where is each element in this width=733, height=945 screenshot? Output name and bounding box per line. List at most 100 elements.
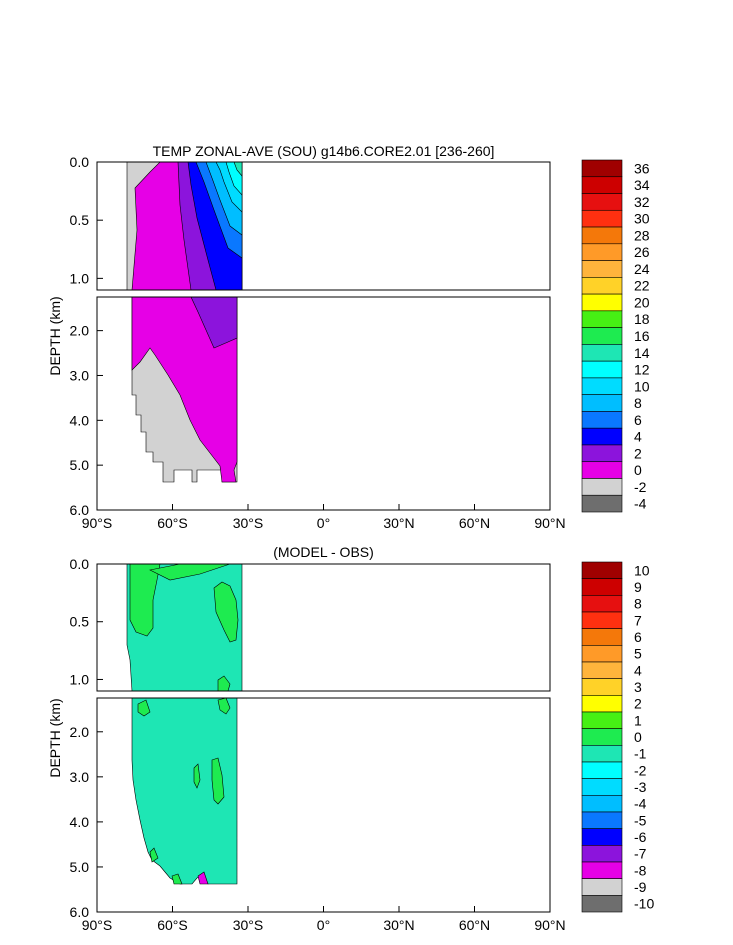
colorbar-swatch (581, 811, 623, 829)
colorbar-label: -4 (634, 496, 647, 512)
contour-region-10 (149, 847, 159, 863)
colorbar-swatch (581, 728, 623, 746)
colorbar-label: 0 (634, 462, 642, 478)
x-tick-label: 90°N (534, 917, 565, 933)
x-tick-label: 0° (317, 917, 330, 933)
colorbar-swatch (581, 494, 623, 513)
colorbar-label: 2 (634, 696, 642, 712)
panel-difference: (MODEL - OBS) 90°S 60°S 30°S 0° 30°N 60°N 90°N 0… (47, 544, 654, 933)
x-tick-label: 60°N (459, 515, 490, 531)
colorbar-label: -3 (634, 779, 647, 795)
colorbar-label: -8 (634, 862, 647, 878)
colorbar-swatch (581, 711, 623, 729)
colorbar-swatch (581, 461, 623, 479)
colorbar-label: 26 (634, 244, 650, 260)
colorbar-label: 6 (634, 412, 642, 428)
contour-region-6 (137, 699, 151, 717)
colorbar-swatch (581, 176, 623, 194)
colorbar-swatch (581, 226, 623, 245)
panel-temperature: TEMP ZONAL-AVE (SOU) g14b6.CORE2.01 [236… (47, 143, 650, 531)
colorbar-swatch (581, 377, 623, 395)
chart-title: TEMP ZONAL-AVE (SOU) g14b6.CORE2.01 [236… (153, 143, 495, 159)
x-tick-label: 90°N (534, 515, 565, 531)
colorbar-label: 4 (634, 429, 642, 445)
colorbar-swatch (581, 645, 623, 663)
y-tick-label: 0.5 (70, 212, 90, 228)
upper-plot-frame (96, 161, 551, 291)
colorbar-label: 32 (634, 194, 650, 210)
contour-region-10 (131, 296, 238, 483)
colorbar-swatch (581, 761, 623, 779)
colorbar-label: -6 (634, 829, 647, 845)
contour-region-2 (149, 563, 231, 581)
colorbar-label: 8 (634, 596, 642, 612)
colorbar-label: 3 (634, 679, 642, 695)
colorbar-swatch (581, 795, 623, 813)
x-tick-label: 30°S (233, 515, 264, 531)
colorbar-label: 7 (634, 612, 642, 628)
colorbar-label: -10 (634, 896, 654, 912)
colorbar-label: 30 (634, 211, 650, 227)
y-tick-label: 2.0 (70, 724, 90, 740)
contour-region-11 (190, 296, 238, 349)
colorbar-label: 28 (634, 227, 650, 243)
colorbar-swatch (581, 327, 623, 345)
colorbar-swatch (581, 778, 623, 796)
colorbar-label: -1 (634, 746, 647, 762)
colorbar-label: -9 (634, 879, 647, 895)
colorbar-swatch (581, 310, 623, 328)
colorbar-label: 34 (634, 177, 650, 193)
colorbar-swatch (581, 695, 623, 713)
colorbar-label: 18 (634, 311, 650, 327)
colorbar-swatch (581, 845, 623, 863)
colorbar-swatch (581, 411, 623, 429)
y-tick-label: 5.0 (70, 457, 90, 473)
contour-region-4 (217, 675, 231, 692)
contour-region-3 (213, 581, 239, 643)
colorbar-swatch (581, 561, 623, 579)
y-tick-label: 2.0 (70, 323, 90, 339)
colorbar-swatch (581, 895, 623, 913)
colorbar-label: 24 (634, 261, 650, 277)
colorbar-label: -7 (634, 846, 647, 862)
colorbar-label: 1 (634, 712, 642, 728)
colorbar-swatch (581, 344, 623, 362)
colorbar-swatch (581, 878, 623, 896)
colorbar-label: 14 (634, 345, 650, 361)
colorbar-label: 10 (634, 378, 650, 394)
colorbar-swatch (581, 478, 623, 496)
colorbar-label: 10 (634, 562, 650, 578)
y-tick-label: 4.0 (70, 412, 90, 428)
colorbar-label: -2 (634, 479, 647, 495)
colorbar-label: 0 (634, 729, 642, 745)
colorbar-swatch (581, 277, 623, 295)
y-tick-label: 3.0 (70, 367, 90, 383)
colorbar-swatch (581, 260, 623, 278)
colorbar-label: 6 (634, 629, 642, 645)
y-tick-label: 6.0 (70, 502, 90, 518)
colorbar-label: -5 (634, 812, 647, 828)
x-tick-label: 90°S (82, 515, 113, 531)
y-tick-label: 0.0 (70, 556, 90, 572)
y-tick-label: 0.5 (70, 614, 90, 630)
x-tick-label: 90°S (82, 917, 113, 933)
y-tick-label: 4.0 (70, 814, 90, 830)
colorbar-swatch (581, 159, 623, 178)
y-tick-label: 1.0 (70, 671, 90, 687)
colorbar-swatch (581, 444, 623, 463)
colorbar-label: 5 (634, 646, 642, 662)
colorbar-label: -2 (634, 762, 647, 778)
colorbar-label: 9 (634, 579, 642, 595)
colorbar-label: 22 (634, 278, 650, 294)
y-tick-label: 5.0 (70, 859, 90, 875)
x-tick-label: 0° (317, 515, 330, 531)
colorbar-swatch (581, 209, 623, 228)
colorbar-label: 4 (634, 662, 642, 678)
colorbar-swatch (581, 193, 623, 211)
colorbar-swatch (581, 293, 623, 312)
colorbar-swatch (581, 243, 623, 261)
colorbar-swatch (581, 828, 623, 846)
colorbar-swatch (581, 578, 623, 596)
y-tick-label: 6.0 (70, 904, 90, 920)
